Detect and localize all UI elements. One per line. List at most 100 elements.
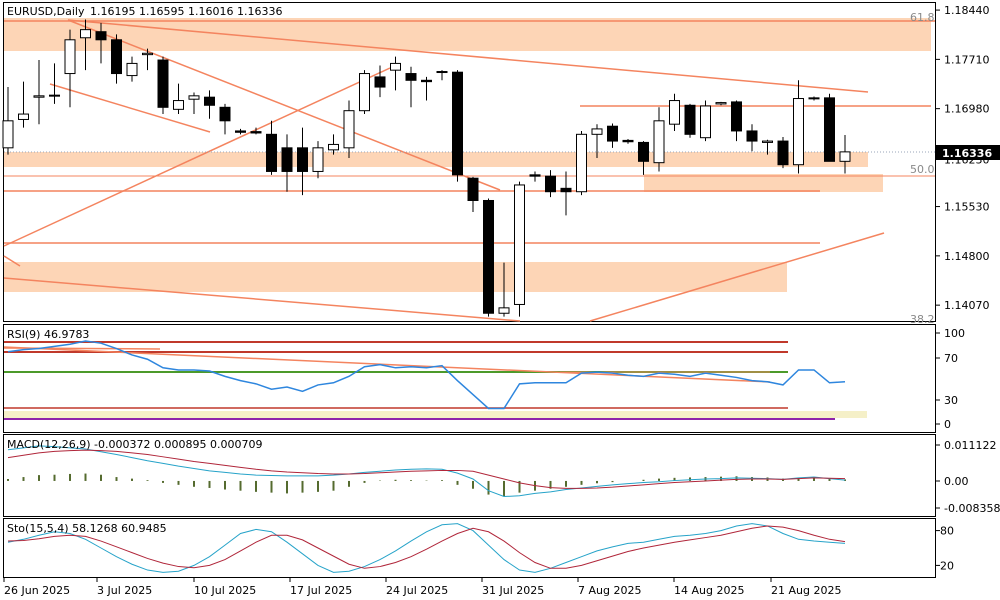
rsi-axis: 100 70 30 0 [935,327,965,431]
trendline-6 [589,232,885,322]
date-tick-label: 26 Jun 2025 [4,584,70,597]
macd-pane-frame [3,434,936,517]
date-tick-label: 3 Jul 2025 [97,584,152,597]
candle-body [839,151,851,162]
candle-body [157,59,169,108]
current-price-box [936,145,1000,160]
fib-zone-mid-right [644,174,883,192]
rsi-line [7,340,846,410]
candle-body [545,175,556,193]
price-tick-label: 1.15530 [944,201,990,214]
candle-body [638,141,649,162]
macd-tick-label: -0.008358 [944,502,1000,515]
candle-body [18,113,29,120]
date-tick-label: 31 Jul 2025 [482,584,544,597]
candle-body [808,97,820,100]
candle-body [328,143,339,151]
candle-body [312,147,324,172]
rsi-tick-label: 100 [944,327,965,340]
macd-label: MACD(12,26,9) -0.000372 0.000895 0.00070… [7,438,262,451]
macd-line [7,445,846,498]
date-tick-label: 24 Jul 2025 [386,584,448,597]
date-tick-label: 14 Aug 2025 [674,584,744,597]
candle-body [374,76,386,88]
stochastic-tick-label: 20 [940,559,954,572]
candle-body [529,174,541,177]
candle-body [343,110,355,149]
candle-body [95,31,107,41]
current-price-text: 1.16336 [942,147,992,160]
candle-body [684,104,696,135]
candle-body [576,133,587,193]
candle-body [467,177,479,201]
fib-label-500: 50.0 [910,163,935,176]
candle-body [111,39,122,75]
price-tick-label: 1.14070 [944,299,990,312]
rsi-label: RSI(9) 46.9783 [7,328,89,341]
candle-body [591,128,603,135]
candle-body [483,199,494,314]
candle-body [250,131,262,134]
candle-body [498,307,510,314]
rsi-tick-label: 70 [944,352,958,365]
symbol-label: EURUSD,Daily [7,5,85,18]
candle-body [33,95,45,98]
date-tick-label: 21 Aug 2025 [771,584,841,597]
candle-body [514,184,525,305]
trendline-3 [3,67,391,247]
date-tick-label: 7 Aug 2025 [578,584,641,597]
candle-body [235,130,246,133]
fib-zone-upper [4,18,931,51]
stochastic-k-line [7,523,846,573]
trendline-4 [49,83,211,133]
macd-tick-label: 0.00 [944,475,969,488]
price-tick-label: 1.18440 [944,4,990,17]
candle-body [560,187,572,193]
rsi-pane: RSI(9) 46.9783 [3,328,867,420]
candle-body [436,71,448,74]
stochastic-axis: 80 20 [935,525,954,572]
candle-body [281,147,293,172]
stochastic-d-line [7,525,846,569]
fib-label-618: 61.8 [910,11,935,24]
ohlc-label: 1.16195 1.16595 1.16016 1.16336 [90,5,282,18]
candle-body [700,105,711,139]
date-tick-label: 17 Jul 2025 [290,584,352,597]
macd-signal-line [7,449,846,489]
candle-body [731,101,742,132]
candle-body [607,125,618,142]
macd-histogram [7,473,846,497]
stochastic-pane-frame [3,518,936,578]
candle-body [653,120,665,164]
stochastic-pane: Sto(15,5,4) 58.1268 60.9485 [7,522,846,573]
candle-body [173,100,184,110]
candle-body [622,139,634,143]
candle-body [64,39,76,75]
trendline-7 [3,255,21,267]
macd-tick-label: 0.011122 [944,439,997,452]
stochastic-tick-label: 80 [940,525,954,538]
candle-body [793,98,804,166]
rsi-tick-label: 0 [944,418,951,431]
candles-group [2,19,851,317]
fib-zone-mid [4,152,868,167]
fib-zone-lower [4,262,787,292]
candle-body [49,94,60,97]
candle-body [142,52,153,56]
candle-body [266,133,277,172]
trendline-2 [67,19,501,191]
candle-body [204,96,215,106]
rsi-band-yellow [4,411,867,418]
price-tick-label: 1.17710 [944,53,990,66]
candle-body [219,106,231,122]
candle-body [746,130,758,142]
trendline-5 [3,277,521,322]
candle-body [405,73,417,81]
candle-body [421,79,432,83]
candle-body [824,97,835,162]
macd-pane: MACD(12,26,9) -0.000372 0.000895 0.00070… [7,438,846,498]
macd-axis: 0.011122 0.00 -0.008358 [935,439,1000,515]
candle-body [297,147,308,172]
trendline-1 [67,19,869,93]
